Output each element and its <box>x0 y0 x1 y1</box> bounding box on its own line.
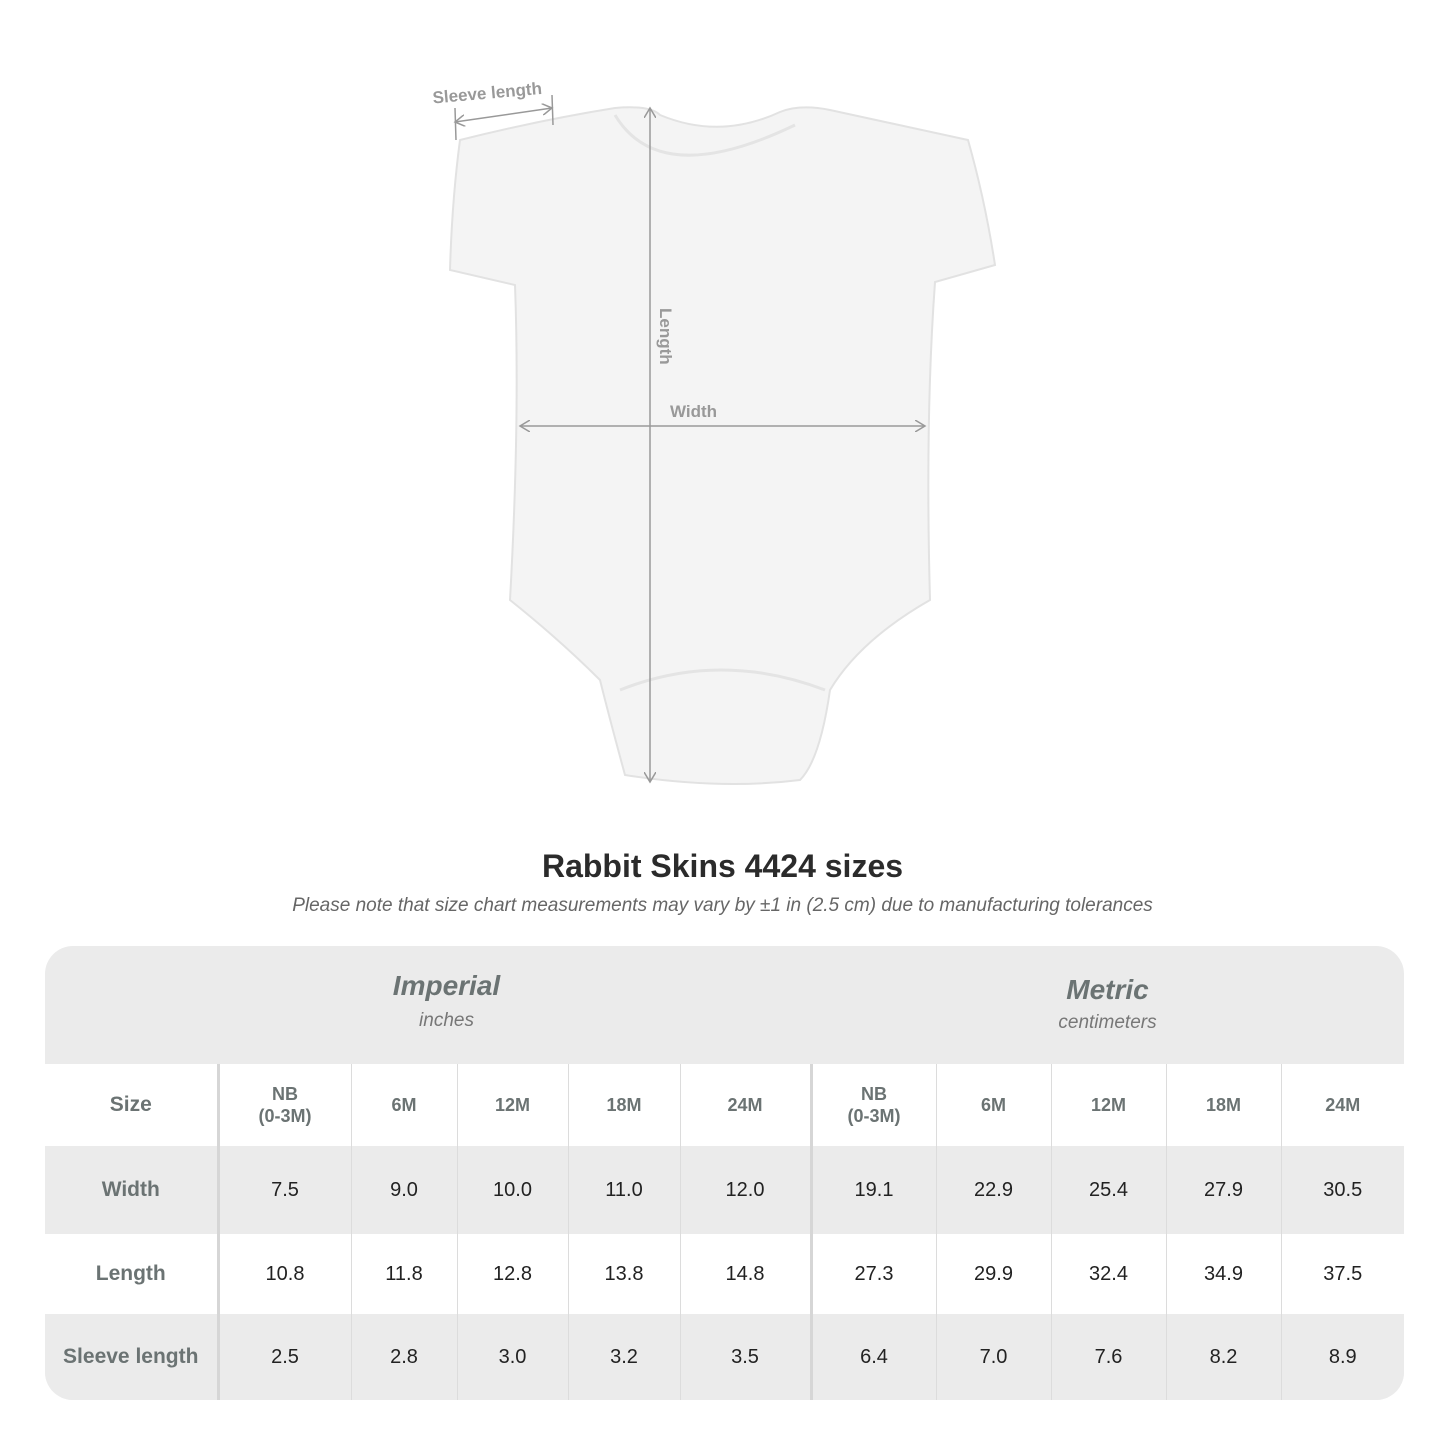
row-label: Width <box>45 1146 218 1234</box>
size-name: 6M <box>980 1095 1006 1115</box>
size-grid: Size NB (0-3M) 6M 12M 18M 24M NB (0-3M) 6M 12M 18M 2… <box>45 1064 1404 1400</box>
metric-value: 7.6 <box>1050 1314 1166 1400</box>
metric-title: Metric <box>1066 974 1149 1005</box>
metric-value: 32.4 <box>1050 1234 1166 1314</box>
imperial-value: 2.8 <box>350 1314 457 1400</box>
metric-header: Metric centimeters <box>811 946 1404 1064</box>
imperial-value: 10.0 <box>456 1146 568 1234</box>
size-table: Imperial inches Metric centimeters Size N… <box>45 946 1404 1400</box>
table-row: Sleeve length 2.5 2.8 3.0 3.2 3.5 6.4 7.0 7.6 8.2… <box>45 1314 1404 1400</box>
length-label: Length <box>656 308 675 365</box>
tolerance-note: Please note that size chart measurements… <box>292 895 1153 916</box>
metric-size-header: 12M <box>1050 1064 1166 1146</box>
size-name: NB <box>861 1084 887 1104</box>
table-row: Width 7.5 9.0 10.0 11.0 12.0 19.1 22.9 25.4 27.9 3… <box>45 1146 1404 1234</box>
imperial-value: 2.5 <box>216 1314 351 1400</box>
size-name: 24M <box>727 1095 763 1115</box>
metric-value: 8.9 <box>1280 1314 1404 1400</box>
imperial-value: 12.8 <box>456 1234 568 1314</box>
metric-value: 29.9 <box>935 1234 1051 1314</box>
imperial-value: 3.2 <box>567 1314 680 1400</box>
size-name: NB <box>272 1084 298 1104</box>
metric-size-header: 18M <box>1165 1064 1281 1146</box>
metric-value: 22.9 <box>935 1146 1051 1234</box>
imperial-value: 9.0 <box>350 1146 457 1234</box>
size-name: 12M <box>494 1095 530 1115</box>
size-label: Size <box>45 1064 218 1146</box>
imperial-value: 12.0 <box>679 1146 811 1234</box>
size-name: 12M <box>1090 1095 1126 1115</box>
table-row: Length 10.8 11.8 12.8 13.8 14.8 27.3 29.9 32.4 34… <box>45 1234 1404 1314</box>
metric-value: 6.4 <box>809 1314 936 1400</box>
metric-value: 27.9 <box>1165 1146 1281 1234</box>
size-name: (0-3M) <box>258 1106 312 1126</box>
imperial-size-header: 24M <box>679 1064 811 1146</box>
imperial-size-header: 6M <box>350 1064 457 1146</box>
size-name: 18M <box>606 1095 642 1115</box>
sleeve-label: Sleeve length <box>432 79 543 107</box>
imperial-value: 11.8 <box>350 1234 457 1314</box>
imperial-value: 7.5 <box>216 1146 351 1234</box>
size-name: 18M <box>1205 1095 1241 1115</box>
metric-size-header: NB (0-3M) <box>809 1064 936 1146</box>
metric-value: 37.5 <box>1280 1234 1404 1314</box>
imperial-size-header: NB (0-3M) <box>216 1064 351 1146</box>
imperial-size-header: 12M <box>456 1064 568 1146</box>
metric-unit: centimeters <box>1058 1012 1157 1033</box>
metric-value: 30.5 <box>1280 1146 1404 1234</box>
metric-value: 25.4 <box>1050 1146 1166 1234</box>
imperial-value: 10.8 <box>216 1234 351 1314</box>
onesie-diagram: Sleeve length Length Width <box>432 79 997 785</box>
row-label: Length <box>45 1234 218 1314</box>
size-name: 24M <box>1325 1095 1361 1115</box>
row-label: Sleeve length <box>45 1314 218 1400</box>
imperial-value: 3.5 <box>679 1314 811 1400</box>
metric-size-header: 6M <box>935 1064 1051 1146</box>
imperial-value: 11.0 <box>567 1146 680 1234</box>
metric-value: 8.2 <box>1165 1314 1281 1400</box>
imperial-unit: inches <box>419 1010 474 1031</box>
width-label: Width <box>670 402 717 421</box>
imperial-header: Imperial inches <box>218 946 675 1064</box>
size-header-row: Size NB (0-3M) 6M 12M 18M 24M NB (0-3M) 6M 12M 18M 2… <box>45 1064 1404 1146</box>
metric-value: 19.1 <box>809 1146 936 1234</box>
imperial-value: 13.8 <box>567 1234 680 1314</box>
imperial-title: Imperial <box>392 970 501 1001</box>
metric-value: 7.0 <box>935 1314 1051 1400</box>
size-name: 6M <box>391 1095 417 1115</box>
imperial-size-header: 18M <box>567 1064 680 1146</box>
metric-value: 27.3 <box>809 1234 936 1314</box>
size-name: (0-3M) <box>847 1106 901 1126</box>
imperial-value: 3.0 <box>456 1314 568 1400</box>
metric-value: 34.9 <box>1165 1234 1281 1314</box>
metric-size-header: 24M <box>1280 1064 1404 1146</box>
sleeve-arrow <box>455 108 552 122</box>
onesie-shape <box>448 106 997 785</box>
imperial-value: 14.8 <box>679 1234 811 1314</box>
chart-title: Rabbit Skins 4424 sizes <box>541 848 904 884</box>
